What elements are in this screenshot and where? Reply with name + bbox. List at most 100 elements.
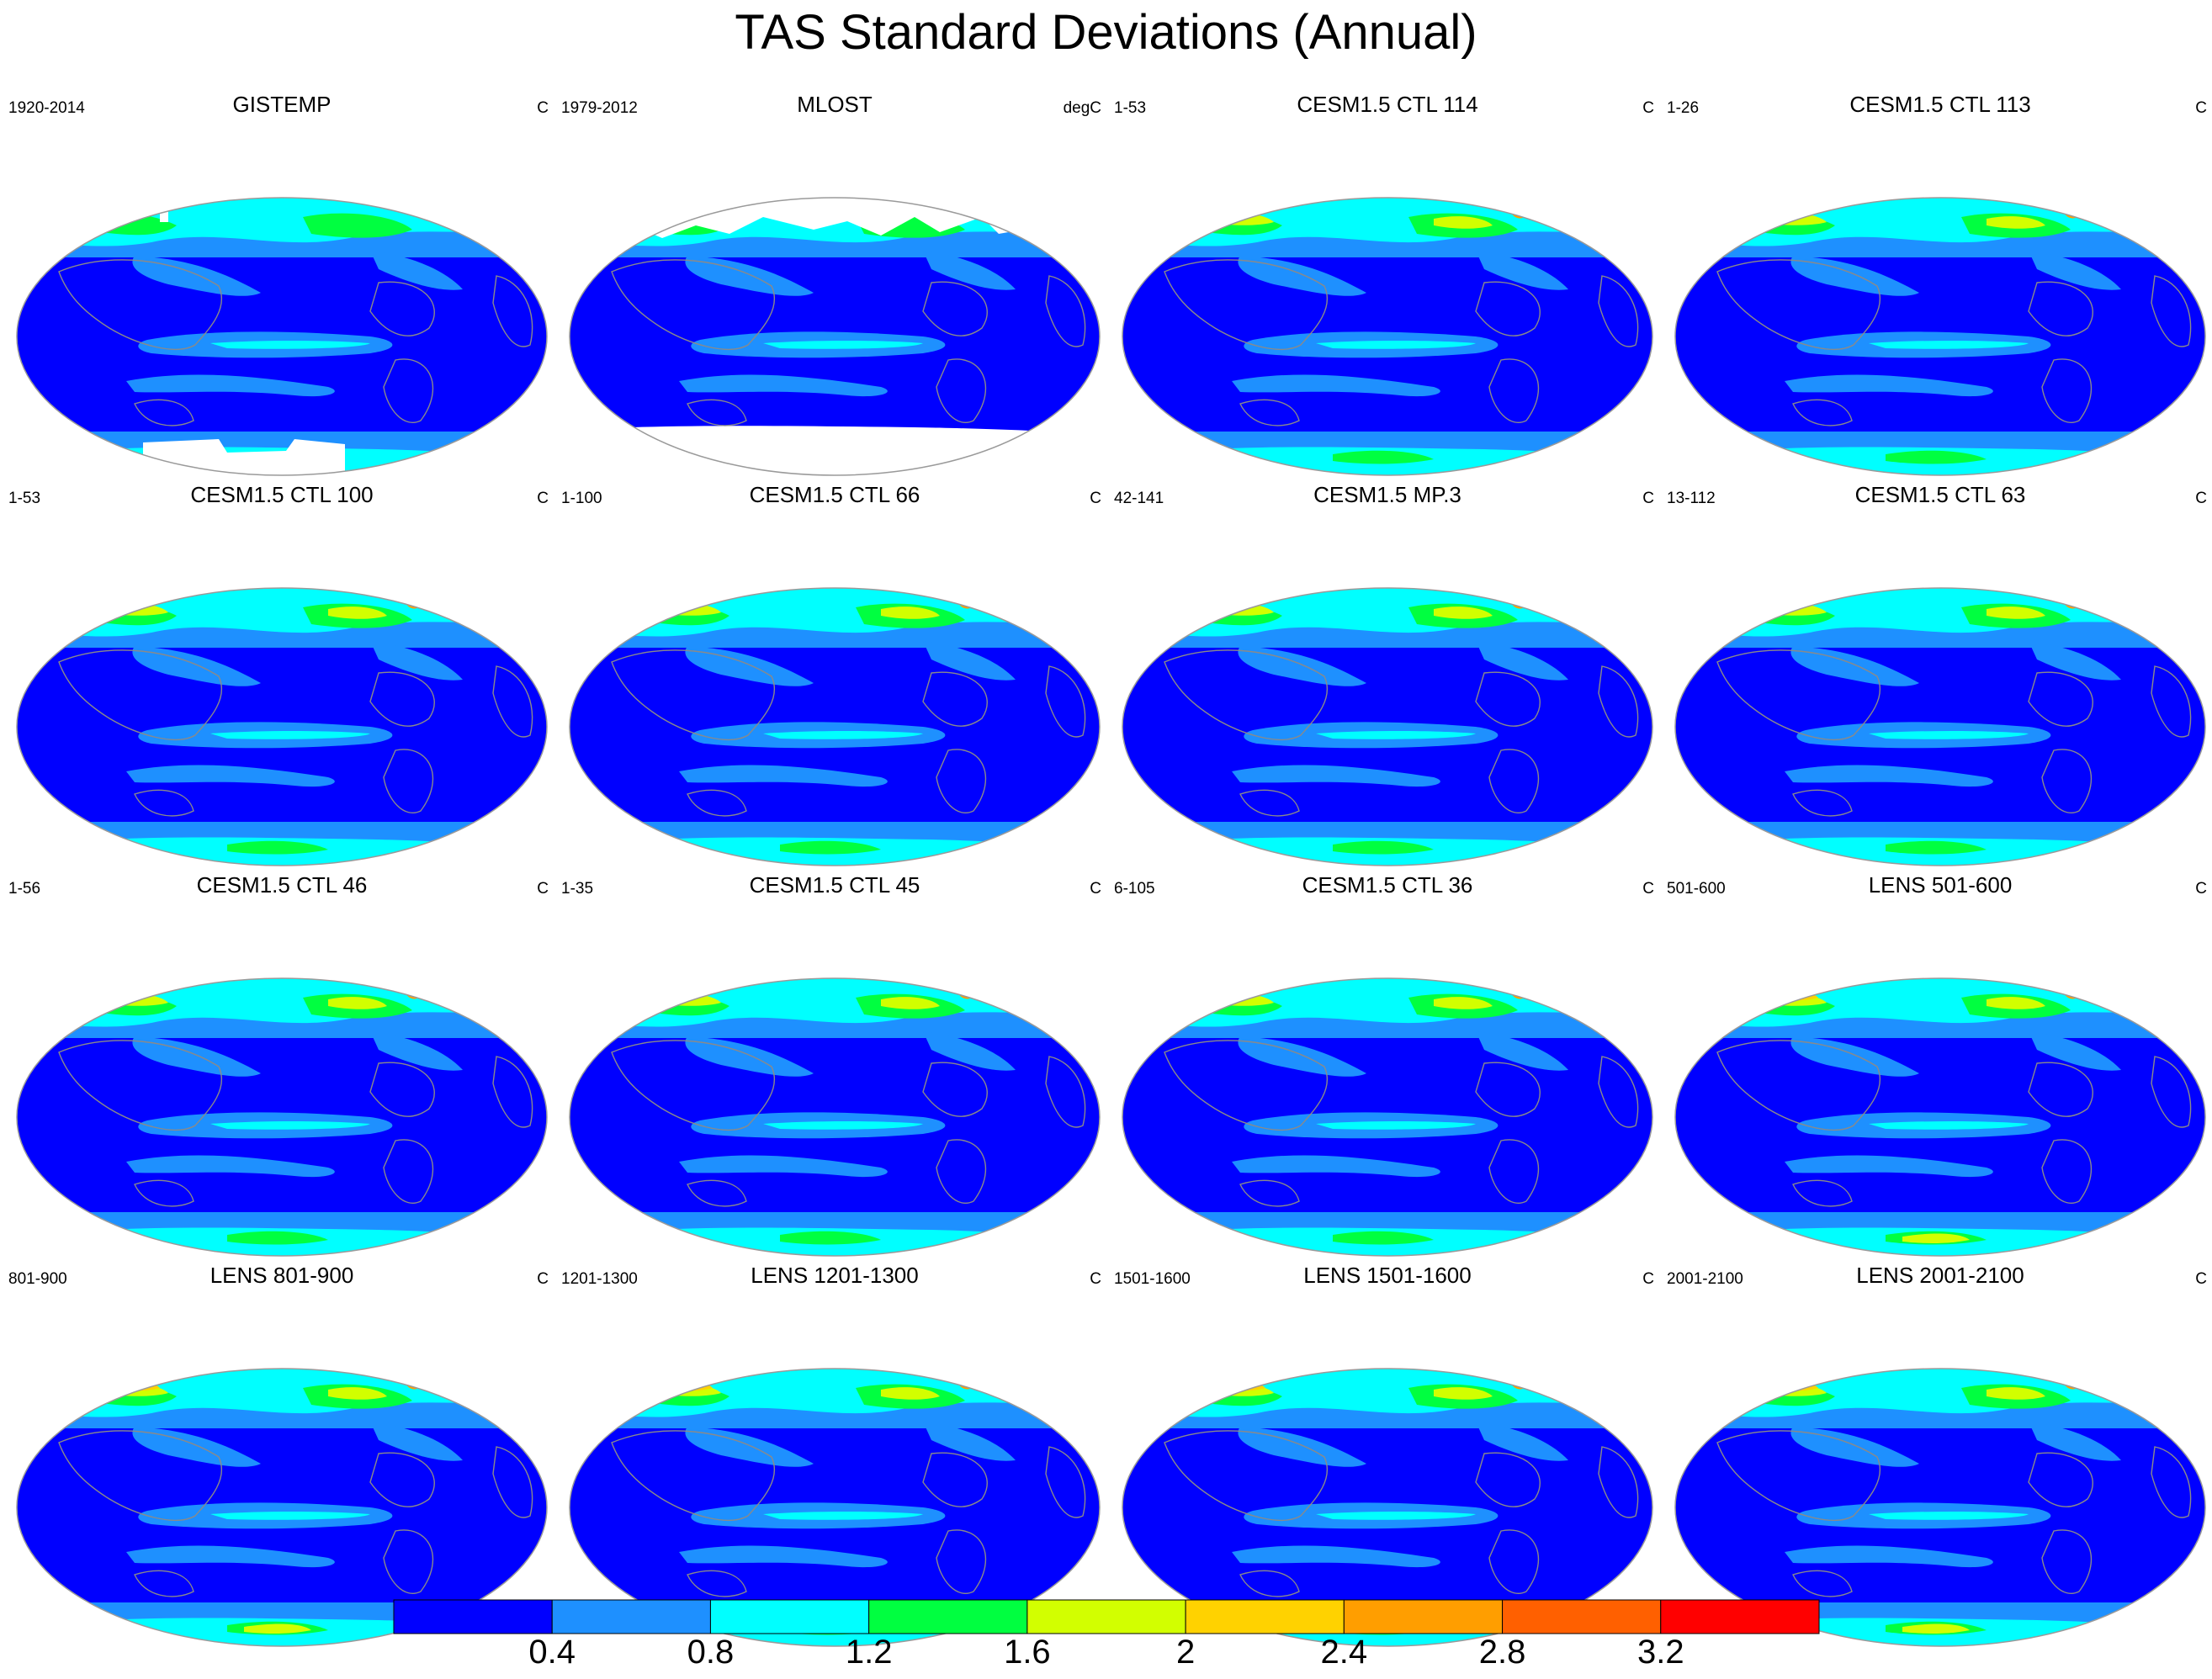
panel-title: CESM1.5 CTL 46	[196, 872, 368, 898]
coastline	[1716, 1430, 1881, 1522]
panel-title: CESM1.5 CTL 63	[1854, 482, 2026, 507]
coastline	[1045, 275, 1086, 347]
panel-title: CESM1.5 CTL 45	[749, 872, 920, 898]
coastline	[383, 358, 434, 423]
coastline	[611, 1430, 776, 1522]
coastline	[134, 789, 194, 817]
panel-units-label: C	[1090, 880, 1101, 898]
map-panel: LENS 2001-2100 2001-2100 C	[1667, 1262, 2212, 1649]
panel-title: MLOST	[797, 92, 873, 117]
panel-period-label: 6-105	[1114, 880, 1155, 898]
coastline	[2028, 1062, 2093, 1117]
coastline	[58, 1430, 223, 1522]
map-field	[17, 588, 547, 866]
coastline	[1716, 1040, 1881, 1131]
map-panel: GISTEMP 1920-2014 C	[8, 91, 555, 478]
coastline	[492, 275, 533, 347]
panel-period-label: 2001-2100	[1667, 1270, 1743, 1288]
panel-period-label: 13-112	[1667, 490, 1716, 507]
panel-units-label: C	[1090, 490, 1101, 507]
coastline	[611, 259, 776, 351]
coastline	[1239, 1570, 1300, 1597]
world-map	[16, 1368, 548, 1647]
panel-period-label: 1920-2014	[8, 99, 85, 117]
coastline	[922, 281, 988, 336]
map-outline	[569, 977, 1101, 1257]
panel-period-label: 1-56	[8, 880, 41, 898]
map-outline	[1674, 587, 2206, 866]
map-outline	[16, 197, 548, 476]
panel-title: CESM1.5 CTL 66	[749, 482, 920, 507]
colorbar-tick-label: 1.2	[845, 1634, 893, 1671]
coastline	[1164, 259, 1329, 351]
map-field	[1122, 198, 1652, 475]
panel-title: LENS 1501-1600	[1303, 1263, 1472, 1288]
map-outline	[16, 587, 548, 866]
coastline	[369, 1452, 435, 1507]
panel-title: LENS 1201-1300	[751, 1263, 919, 1288]
coastline	[383, 749, 434, 813]
panel-title: CESM1.5 MP.3	[1313, 482, 1461, 507]
coastline	[134, 399, 194, 426]
colorbar-tick-label: 1.6	[1004, 1634, 1051, 1671]
panel-units-label: C	[1642, 880, 1654, 898]
map-panel: CESM1.5 CTL 66 1-100 C	[561, 481, 1108, 868]
map-panel: CESM1.5 MP.3 42-141 C	[1114, 481, 1661, 868]
coastline	[369, 671, 435, 727]
coastline	[58, 1040, 223, 1131]
world-map	[569, 1368, 1101, 1647]
map-field	[1675, 198, 2205, 475]
world-map	[569, 587, 1101, 866]
colorbar-tick-label: 2	[1175, 1634, 1196, 1671]
map-outline	[569, 197, 1101, 476]
map-field	[1122, 1369, 1652, 1646]
coastline	[1475, 281, 1541, 336]
coastline	[1488, 358, 1540, 423]
panel-units-label: C	[537, 490, 549, 507]
map-panel: MLOST 1979-2012 degC	[561, 91, 1108, 478]
world-map	[1122, 197, 1653, 476]
coastline	[1045, 665, 1086, 738]
coastline	[2041, 749, 2093, 813]
map-field	[1675, 1369, 2205, 1646]
world-map	[1674, 197, 2206, 476]
coastline	[936, 1529, 987, 1594]
map-panel: CESM1.5 CTL 45 1-35 C	[561, 871, 1108, 1258]
map-panel: LENS 1201-1300 1201-1300 C	[561, 1262, 1108, 1649]
coastline	[58, 649, 223, 741]
map-panel: CESM1.5 CTL 63 13-112 C	[1667, 481, 2212, 868]
map-outline	[1122, 1368, 1653, 1647]
coastline	[2028, 671, 2093, 727]
coastline	[1164, 649, 1329, 741]
coastline	[687, 1570, 747, 1597]
panel-units-label: C	[2195, 99, 2207, 117]
world-map	[1122, 977, 1653, 1257]
world-map	[569, 197, 1101, 476]
panel-units-label: C	[2195, 1270, 2207, 1288]
coastline	[1239, 789, 1300, 817]
coastline	[1239, 1179, 1300, 1207]
coastline	[1598, 275, 1639, 347]
map-field	[17, 198, 547, 475]
coastline	[2041, 358, 2093, 423]
map-outline	[1122, 197, 1653, 476]
coastline	[2028, 281, 2093, 336]
panel-units-label: degC	[1063, 99, 1101, 117]
map-field	[570, 198, 1100, 475]
coastline	[1475, 1452, 1541, 1507]
coastline	[936, 358, 987, 423]
coastline	[2041, 1529, 2093, 1594]
coastline	[1792, 1179, 1853, 1207]
panel-title: CESM1.5 CTL 114	[1297, 92, 1478, 117]
coastline	[383, 1139, 434, 1204]
coastline	[1792, 1570, 1853, 1597]
coastline	[134, 1179, 194, 1207]
coastline	[1488, 1139, 1540, 1204]
coastline	[492, 1446, 533, 1518]
world-map	[16, 197, 548, 476]
coastline	[369, 1062, 435, 1117]
coastline	[687, 1179, 747, 1207]
coastline	[1164, 1430, 1329, 1522]
panel-period-label: 1979-2012	[561, 99, 638, 117]
coastline	[1475, 1062, 1541, 1117]
